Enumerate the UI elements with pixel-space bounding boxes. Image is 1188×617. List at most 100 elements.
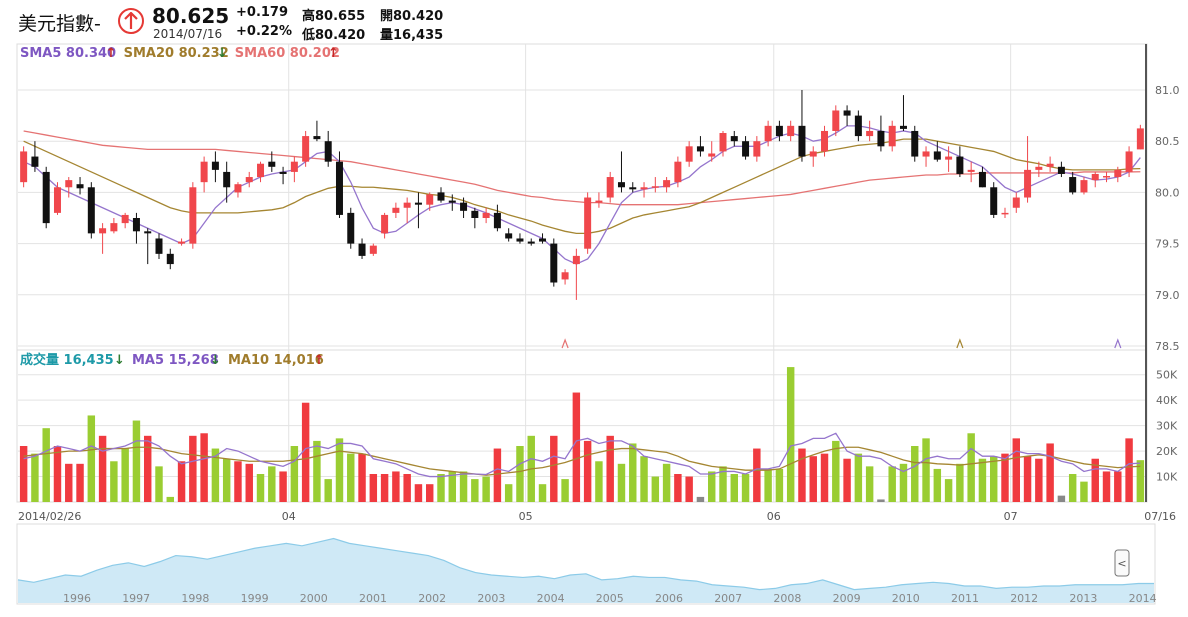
volume-bar: [764, 468, 772, 502]
candle-body: [978, 171, 986, 188]
range-handle[interactable]: [1114, 549, 1130, 577]
candle-body: [1114, 169, 1122, 178]
candle-body: [911, 130, 919, 157]
candle-body: [290, 161, 298, 172]
candle-body: [245, 177, 253, 183]
candle-body: [200, 161, 208, 183]
volume-bar: [1012, 438, 1021, 502]
candle-body: [854, 115, 862, 137]
volume-bar: [493, 448, 502, 502]
volume-tick-label: 50K: [1156, 369, 1178, 382]
volume-bar: [674, 474, 682, 502]
volume-bar: [358, 453, 366, 502]
volume-bar: [606, 435, 614, 502]
volume-bar: [651, 476, 660, 502]
volume-bar: [504, 484, 513, 502]
price-tick-label: 79.0: [1155, 289, 1180, 302]
volume-bar: [662, 463, 671, 502]
volume-bar: [234, 461, 242, 502]
volume-bar: [65, 463, 73, 502]
volume-bar: [753, 448, 761, 502]
overview-year-label: 2005: [596, 592, 624, 605]
candle-body: [234, 184, 242, 193]
volume-bar: [538, 484, 547, 502]
overview-year-label: 2000: [300, 592, 328, 605]
volume-bar: [482, 476, 490, 502]
candle-body: [358, 243, 366, 256]
x-axis-label: 07/16: [1144, 510, 1176, 523]
candle-body: [414, 202, 422, 205]
volume-bar: [31, 453, 39, 502]
candle-body: [945, 156, 953, 160]
candle-body: [584, 197, 592, 249]
candle-body: [888, 125, 896, 147]
volume-bar: [820, 453, 829, 502]
volume-bar: [1102, 471, 1111, 502]
volume-tick-label: 10K: [1156, 471, 1178, 484]
last-price: 80.625: [152, 4, 230, 28]
candle-body: [606, 177, 614, 198]
volume-bar: [256, 474, 265, 502]
volume-bar: [978, 458, 987, 502]
price-tick-label: 78.5: [1155, 340, 1180, 353]
volume-bar: [741, 474, 750, 502]
candle-body: [76, 184, 84, 189]
volume-bar: [956, 463, 964, 502]
x-axis-label: 04: [282, 510, 296, 523]
volume-bar: [1046, 443, 1054, 502]
range-handle-chevron-icon: <: [1117, 557, 1126, 570]
candle-body: [493, 212, 501, 229]
candle-body: [561, 272, 569, 280]
volume-bar: [200, 433, 208, 502]
volume-bar: [279, 471, 287, 502]
volume-legend-label: MA5 15,268: [132, 353, 219, 368]
candle-body: [403, 202, 411, 208]
x-axis-label: 05: [519, 510, 533, 523]
volume-bar: [832, 440, 840, 502]
candle-body: [20, 151, 28, 183]
overview-year-label: 1999: [241, 592, 269, 605]
candle-body: [1080, 180, 1088, 193]
candle-body: [527, 241, 535, 244]
volume-bar: [143, 435, 152, 502]
candle-body: [110, 223, 118, 232]
sma-legend-label: SMA5 80.340: [20, 46, 116, 61]
overview-year-label: 2006: [655, 592, 683, 605]
candle-body: [685, 146, 693, 162]
candle-body: [347, 212, 355, 244]
volume-bar: [786, 367, 795, 502]
volume-bar: [944, 479, 953, 502]
overview-year-label: 2012: [1010, 592, 1038, 605]
volume-bar: [121, 448, 129, 502]
candle-body: [617, 182, 625, 188]
candle-body: [166, 253, 174, 265]
overview-year-label: 2009: [833, 592, 861, 605]
volume-legend-arrow: ↓: [210, 353, 221, 368]
volume-bar: [1114, 471, 1122, 502]
volume-bar: [1136, 460, 1145, 502]
volume-bar: [1068, 474, 1077, 502]
overview-year-label: 2007: [714, 592, 742, 605]
candle-body: [843, 110, 851, 116]
volume-legend-label: 成交量 16,435: [20, 352, 114, 368]
volume-bar: [425, 484, 434, 502]
candle-body: [877, 130, 885, 147]
overview-year-label: 2002: [418, 592, 446, 605]
candle-body: [132, 218, 140, 232]
volume-bar: [19, 446, 28, 502]
candle-body: [1125, 151, 1133, 172]
volume-bar: [222, 458, 231, 502]
candle-body: [651, 186, 659, 188]
price-tick-label: 80.0: [1155, 186, 1180, 199]
volume-bar: [809, 456, 817, 502]
candle-body: [279, 171, 287, 174]
candle-body: [933, 151, 941, 160]
candle-body: [42, 171, 50, 224]
volume-bar: [324, 479, 332, 502]
volume-bar: [516, 446, 524, 502]
sma60-line: [23, 130, 1141, 206]
candle-body: [719, 133, 727, 152]
volume-bar: [798, 448, 806, 502]
candle-body: [223, 171, 231, 188]
